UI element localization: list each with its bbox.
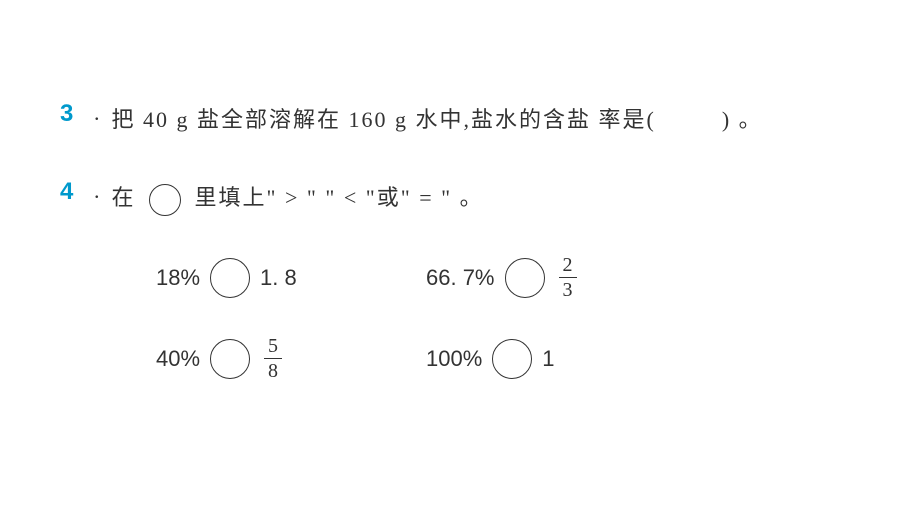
problem-4-subitems: 18% 1. 8 66. 7% 2 3 40% 5 8 100% 1 [156,255,860,381]
problem-text-3: 把 40 g 盐全部溶解在 160 g 水中,盐水的含盐 率是( ) 。 [112,100,763,140]
sub-item-4: 100% 1 [426,339,555,379]
problem-3-blank [656,100,722,140]
item-3-fraction: 5 8 [264,336,282,381]
item-2-fraction: 2 3 [559,255,577,300]
problem-number-3: 3 [60,100,86,128]
fraction-numerator: 5 [264,336,282,358]
sub-item-2: 66. 7% 2 3 [426,255,581,300]
problem-dot-3: . [94,100,100,126]
item-2-left: 66. 7% [426,265,495,291]
sub-row-2: 40% 5 8 100% 1 [156,336,860,381]
circle-icon [210,339,250,379]
item-4-right: 1 [542,346,554,372]
problem-3-text-after: ) 。 [722,107,763,132]
problem-text-4: 在 里填上" > " " < "或" = " 。 [112,178,484,218]
item-1-right: 1. 8 [260,265,297,291]
circle-icon [492,339,532,379]
sub-item-3: 40% 5 8 [156,336,426,381]
circle-icon [149,184,181,216]
circle-icon [210,258,250,298]
fraction-numerator: 2 [559,255,577,277]
circle-icon [505,258,545,298]
problem-3: 3 . 把 40 g 盐全部溶解在 160 g 水中,盐水的含盐 率是( ) 。 [60,100,860,140]
item-3-left: 40% [156,346,200,372]
item-4-left: 100% [426,346,482,372]
fraction-denominator: 3 [559,277,577,300]
problem-3-text-before: 把 40 g 盐全部溶解在 160 g 水中,盐水的含盐 率是( [112,107,656,132]
sub-row-1: 18% 1. 8 66. 7% 2 3 [156,255,860,300]
sub-item-1: 18% 1. 8 [156,258,426,298]
problem-4-text-after: 里填上" > " " < "或" = " 。 [195,185,484,210]
item-1-left: 18% [156,265,200,291]
fraction-denominator: 8 [264,358,282,381]
problem-4-text-before: 在 [112,185,136,210]
problem-dot-4: . [94,178,100,204]
problem-4: 4 . 在 里填上" > " " < "或" = " 。 [60,178,860,218]
problem-number-4: 4 [60,178,86,206]
